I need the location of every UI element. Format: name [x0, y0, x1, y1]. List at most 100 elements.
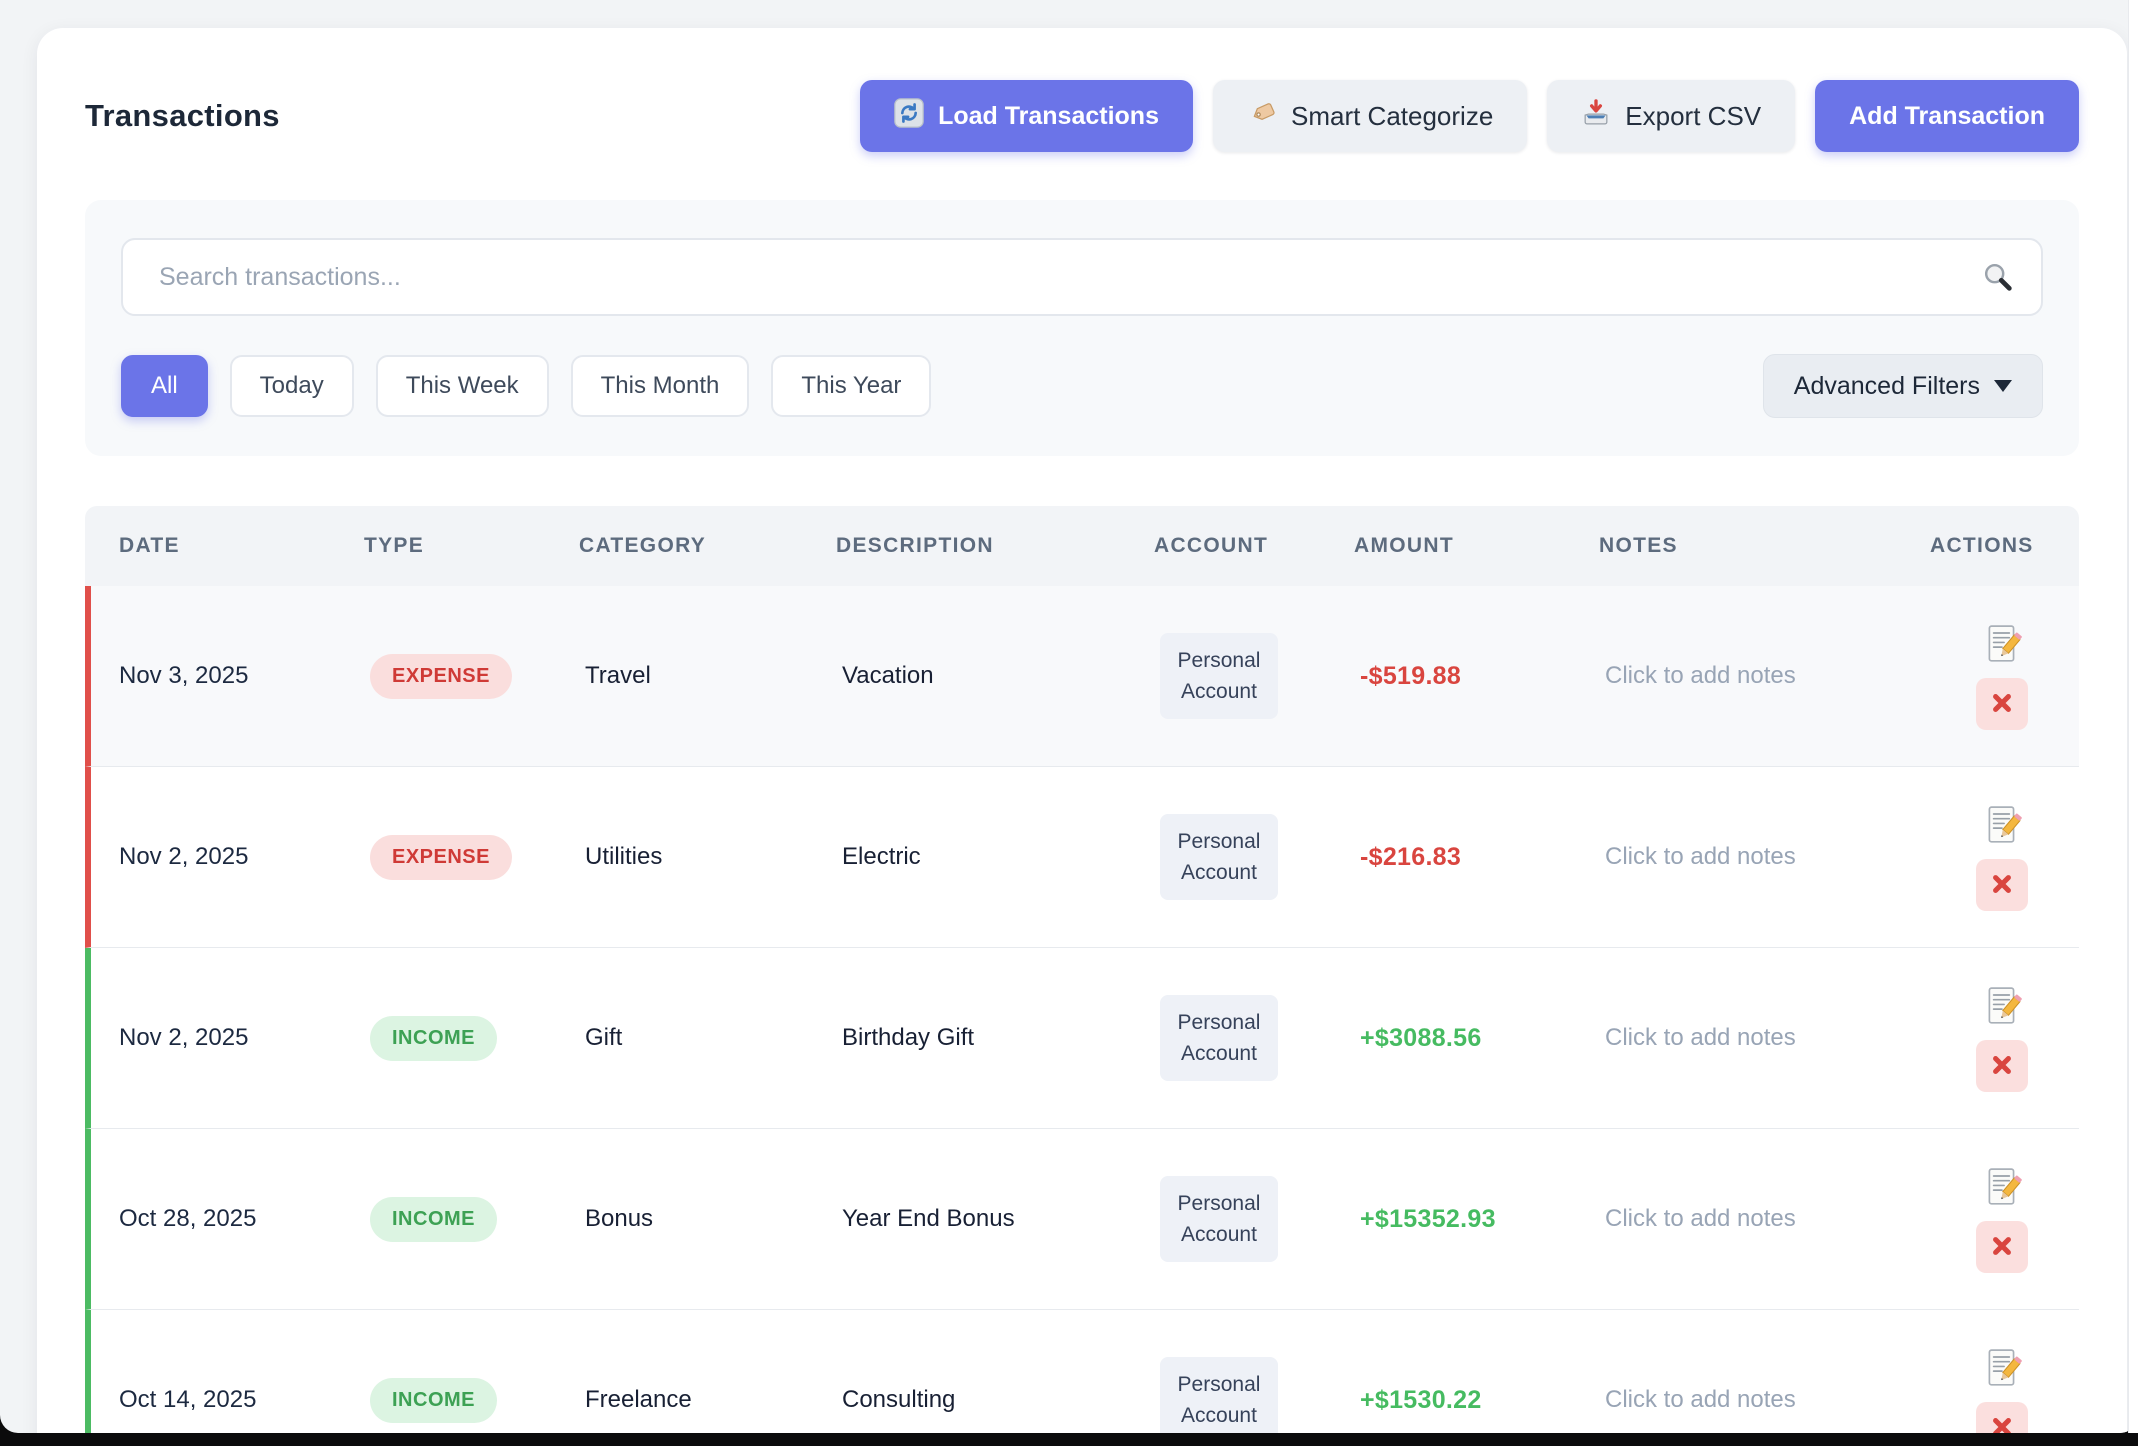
column-header-notes: NOTES [1599, 534, 1678, 557]
transaction-date: Nov 3, 2025 [119, 662, 249, 689]
transaction-notes-cell: Click to add notes [1571, 662, 1901, 690]
transaction-actions-cell [1901, 1346, 2079, 1433]
table-row: Oct 28, 2025 INCOME Bonus Year End Bonus… [85, 1129, 2079, 1310]
transactions-card: Transactions Load Transactions [37, 28, 2127, 1433]
red-cross-icon [1991, 1235, 2013, 1260]
edit-button[interactable] [1976, 1165, 2028, 1211]
transactions-table: DATE TYPE CATEGORY DESCRIPTION ACCOUNT AMOUNT… [85, 506, 2079, 1433]
memo-pencil-icon [1981, 1166, 2023, 1211]
edit-button[interactable] [1976, 1346, 2028, 1392]
column-header-amount: AMOUNT [1354, 534, 1454, 557]
search-wrap [121, 238, 2043, 316]
filter-chip[interactable]: All [121, 355, 208, 417]
transaction-description: Electric [842, 843, 921, 870]
memo-pencil-icon [1981, 985, 2023, 1030]
toolbar: Load Transactions Smart Categorize [860, 80, 2079, 152]
smart-categorize-label: Smart Categorize [1290, 100, 1494, 131]
advanced-filters-label: Advanced Filters [1793, 371, 1980, 400]
actions-stack [1976, 622, 2038, 730]
delete-button[interactable] [1976, 1402, 2028, 1433]
transaction-description: Year End Bonus [842, 1205, 1015, 1232]
notes-placeholder[interactable]: Click to add notes [1605, 662, 1796, 689]
edit-button[interactable] [1976, 622, 2028, 668]
smart-categorize-button[interactable]: Smart Categorize [1212, 80, 1528, 152]
account-chip: Personal Account [1160, 995, 1278, 1081]
transaction-amount: +$15352.93 [1360, 1204, 1496, 1233]
column-header-actions: ACTIONS [1930, 534, 2034, 557]
table-row: Nov 2, 2025 EXPENSE Utilities Electric P… [85, 767, 2079, 948]
add-transaction-button[interactable]: Add Transaction [1815, 80, 2079, 152]
notes-placeholder[interactable]: Click to add notes [1605, 1024, 1796, 1051]
edit-button[interactable] [1976, 984, 2028, 1030]
account-chip: Personal Account [1160, 633, 1278, 719]
column-header-type: TYPE [364, 534, 425, 557]
transaction-account-cell: Personal Account [1126, 814, 1326, 900]
notes-placeholder[interactable]: Click to add notes [1605, 1205, 1796, 1232]
transaction-date: Oct 14, 2025 [119, 1386, 257, 1413]
delete-button[interactable] [1976, 859, 2028, 911]
refresh-icon [894, 97, 924, 135]
transaction-description: Vacation [842, 662, 934, 689]
export-csv-label: Export CSV [1625, 100, 1762, 131]
table-row: Nov 2, 2025 INCOME Gift Birthday Gift Pe… [85, 948, 2079, 1129]
memo-pencil-icon [1981, 623, 2023, 668]
chevron-down-icon [1994, 380, 2012, 392]
add-transaction-label: Add Transaction [1849, 101, 2045, 130]
load-transactions-label: Load Transactions [938, 101, 1159, 130]
load-transactions-button[interactable]: Load Transactions [860, 80, 1193, 152]
type-badge: INCOME [370, 1377, 497, 1423]
filter-chip[interactable]: This Year [771, 355, 932, 417]
column-header-description: DESCRIPTION [836, 534, 994, 557]
account-chip: Personal Account [1160, 1176, 1278, 1262]
tag-icon [1247, 98, 1277, 135]
transaction-category: Travel [585, 662, 651, 689]
advanced-filters-button[interactable]: Advanced Filters [1762, 354, 2043, 418]
transaction-actions-cell [1901, 803, 2079, 911]
red-cross-icon [1991, 1416, 2013, 1433]
filter-chip[interactable]: This Week [375, 355, 549, 417]
transaction-type-cell: INCOME [336, 1015, 551, 1061]
notes-placeholder[interactable]: Click to add notes [1605, 843, 1796, 870]
export-csv-button[interactable]: Export CSV [1547, 80, 1796, 152]
transaction-account-cell: Personal Account [1126, 995, 1326, 1081]
column-header-date: DATE [119, 534, 180, 557]
filter-chips-row: All Today This Week This Month This Year Adv… [121, 354, 2043, 418]
transaction-description: Consulting [842, 1386, 956, 1413]
column-header-account: ACCOUNT [1154, 534, 1269, 557]
scrollbar-track[interactable] [2128, 0, 2138, 1433]
transaction-amount: -$216.83 [1360, 842, 1462, 871]
transaction-notes-cell: Click to add notes [1571, 1205, 1901, 1233]
transaction-description: Birthday Gift [842, 1024, 975, 1051]
transaction-account-cell: Personal Account [1126, 1357, 1326, 1433]
table-row: Nov 3, 2025 EXPENSE Travel Vacation Pers… [85, 586, 2079, 767]
actions-stack [1976, 803, 2038, 911]
account-chip: Personal Account [1160, 814, 1278, 900]
filter-chip[interactable]: This Month [570, 355, 750, 417]
filter-panel: All Today This Week This Month This Year Adv… [85, 200, 2079, 456]
table-row: Oct 14, 2025 INCOME Freelance Consulting… [85, 1310, 2079, 1433]
table-header-row: DATE TYPE CATEGORY DESCRIPTION ACCOUNT AMOUNT… [85, 506, 2079, 586]
delete-button[interactable] [1976, 1221, 2028, 1273]
transaction-type-cell: EXPENSE [336, 653, 551, 699]
memo-pencil-icon [1981, 1347, 2023, 1392]
delete-button[interactable] [1976, 1040, 2028, 1092]
red-cross-icon [1991, 692, 2013, 717]
transaction-category: Utilities [585, 843, 663, 870]
search-input[interactable] [121, 238, 2043, 316]
notes-placeholder[interactable]: Click to add notes [1605, 1386, 1796, 1413]
transaction-account-cell: Personal Account [1126, 1176, 1326, 1262]
edit-button[interactable] [1976, 803, 2028, 849]
transaction-date: Oct 28, 2025 [119, 1205, 257, 1232]
search-icon [1981, 260, 2015, 294]
delete-button[interactable] [1976, 678, 2028, 730]
transaction-category: Bonus [585, 1205, 654, 1232]
transaction-date: Nov 2, 2025 [119, 843, 249, 870]
filter-chip[interactable]: Today [229, 355, 354, 417]
column-header-category: CATEGORY [579, 534, 707, 557]
filter-chips: All Today This Week This Month This Year [121, 355, 932, 417]
type-badge: INCOME [370, 1015, 497, 1061]
transaction-account-cell: Personal Account [1126, 633, 1326, 719]
red-cross-icon [1991, 1054, 2013, 1079]
transaction-type-cell: EXPENSE [336, 834, 551, 880]
